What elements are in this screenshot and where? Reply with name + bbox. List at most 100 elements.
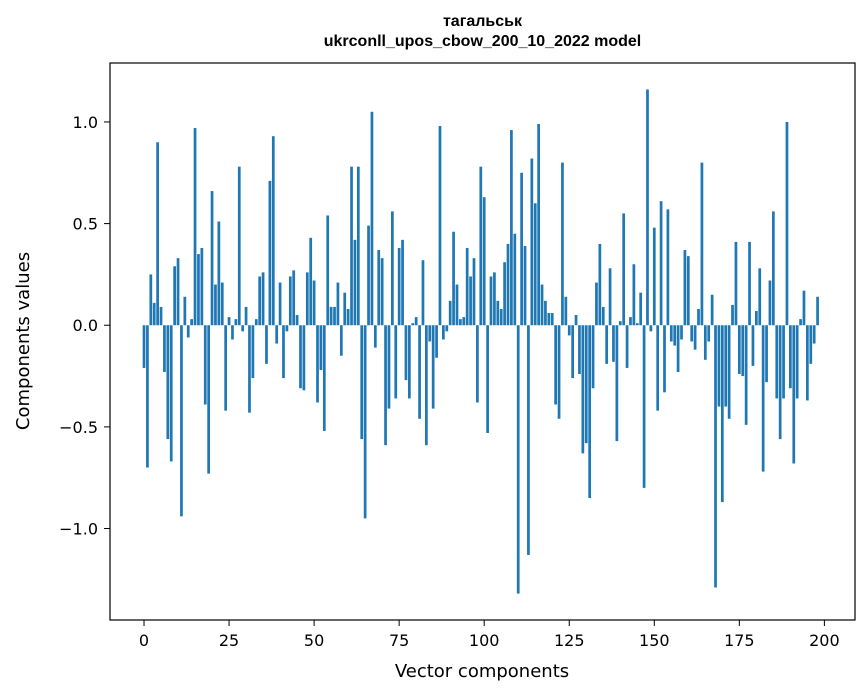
bar-component-61 — [350, 166, 353, 326]
bars-group — [142, 89, 819, 594]
bar-component-134 — [598, 243, 602, 326]
bar-component-132 — [591, 325, 595, 389]
bar-component-141 — [622, 213, 626, 326]
bar-component-193 — [799, 319, 802, 326]
bar-component-137 — [608, 268, 612, 326]
bar-component-64 — [360, 325, 364, 440]
bar-component-18 — [203, 325, 207, 405]
bar-component-0 — [142, 325, 146, 368]
bar-component-192 — [795, 325, 799, 399]
bar-component-169 — [717, 325, 721, 407]
bar-component-97 — [472, 258, 476, 326]
bar-component-147 — [642, 325, 646, 488]
bar-component-19 — [207, 325, 211, 474]
bar-component-170 — [720, 325, 724, 503]
bar-component-13 — [186, 325, 190, 338]
bar-component-66 — [367, 225, 370, 326]
bar-component-58 — [339, 325, 343, 356]
bar-component-87 — [438, 126, 442, 326]
x-tick-label: 125 — [554, 631, 585, 650]
bar-component-121 — [554, 325, 557, 405]
bar-component-98 — [476, 325, 479, 403]
bar-component-111 — [520, 172, 523, 326]
bar-component-53 — [322, 325, 326, 431]
bar-component-158 — [680, 325, 683, 340]
bar-component-123 — [561, 162, 564, 326]
bar-component-8 — [169, 325, 173, 462]
bar-component-38 — [271, 136, 275, 326]
bar-component-92 — [455, 284, 459, 326]
bar-component-52 — [319, 325, 323, 370]
bar-component-146 — [639, 292, 643, 326]
bar-component-167 — [710, 294, 714, 326]
bar-component-148 — [646, 89, 649, 326]
bar-component-144 — [632, 264, 636, 326]
bar-component-103 — [493, 272, 496, 326]
bar-component-3 — [152, 302, 156, 326]
bar-component-140 — [618, 321, 622, 326]
bar-component-105 — [499, 308, 503, 326]
bar-component-47 — [302, 325, 306, 391]
bar-component-178 — [748, 241, 751, 326]
bar-component-24 — [224, 325, 228, 411]
bar-component-131 — [588, 325, 592, 499]
bar-component-21 — [214, 284, 217, 326]
bar-component-41 — [282, 325, 285, 379]
bar-component-196 — [809, 325, 813, 364]
bar-component-100 — [482, 197, 486, 326]
bar-component-166 — [707, 325, 711, 342]
x-tick-label: 75 — [389, 631, 409, 650]
bar-component-104 — [496, 300, 500, 326]
bar-component-90 — [448, 300, 452, 326]
bar-component-185 — [772, 211, 775, 326]
bar-component-95 — [465, 247, 469, 326]
x-tick-label: 200 — [809, 631, 840, 650]
y-tick-label: −1.0 — [59, 520, 98, 539]
bar-component-36 — [265, 325, 268, 364]
y-axis-ticks: −1.0 −0.5 0.0 0.5 1.0 — [59, 113, 110, 539]
bar-component-15 — [193, 128, 197, 326]
bar-component-181 — [758, 268, 762, 326]
bar-component-110 — [516, 325, 520, 594]
bar-component-157 — [676, 325, 680, 372]
bar-component-65 — [363, 325, 367, 519]
bar-component-93 — [459, 319, 462, 326]
bar-component-68 — [373, 325, 377, 348]
bar-component-180 — [754, 311, 758, 326]
x-tick-label: 0 — [139, 631, 149, 650]
y-tick-label: 0.0 — [73, 316, 98, 335]
bar-component-173 — [731, 304, 734, 326]
bar-component-54 — [326, 215, 330, 326]
bar-component-177 — [744, 325, 748, 425]
bar-component-45 — [295, 315, 299, 326]
bar-component-88 — [442, 325, 445, 340]
bar-component-28 — [237, 166, 241, 326]
x-tick-label: 25 — [219, 631, 239, 650]
bar-component-175 — [737, 325, 741, 375]
bar-component-76 — [401, 239, 404, 326]
bar-component-168 — [714, 325, 717, 588]
bar-component-72 — [387, 325, 391, 409]
bar-component-99 — [479, 166, 483, 326]
bar-component-60 — [346, 308, 350, 326]
bar-component-194 — [802, 290, 806, 326]
bar-component-195 — [806, 325, 809, 401]
bar-component-50 — [312, 280, 316, 326]
bar-component-10 — [176, 258, 180, 326]
bar-component-126 — [571, 325, 575, 379]
bar-component-77 — [404, 325, 408, 381]
bar-component-83 — [425, 325, 428, 446]
bar-component-189 — [785, 121, 789, 326]
bar-component-151 — [656, 325, 660, 411]
bar-component-155 — [669, 325, 673, 342]
bar-component-30 — [244, 306, 248, 326]
y-tick-label: 0.5 — [73, 215, 98, 234]
bar-component-82 — [421, 260, 425, 326]
x-tick-label: 50 — [304, 631, 324, 650]
bar-component-17 — [200, 247, 204, 326]
bar-component-91 — [452, 231, 455, 326]
bar-component-143 — [629, 317, 632, 326]
bar-component-112 — [523, 245, 527, 326]
bar-component-6 — [163, 325, 166, 372]
bar-component-184 — [768, 280, 772, 326]
